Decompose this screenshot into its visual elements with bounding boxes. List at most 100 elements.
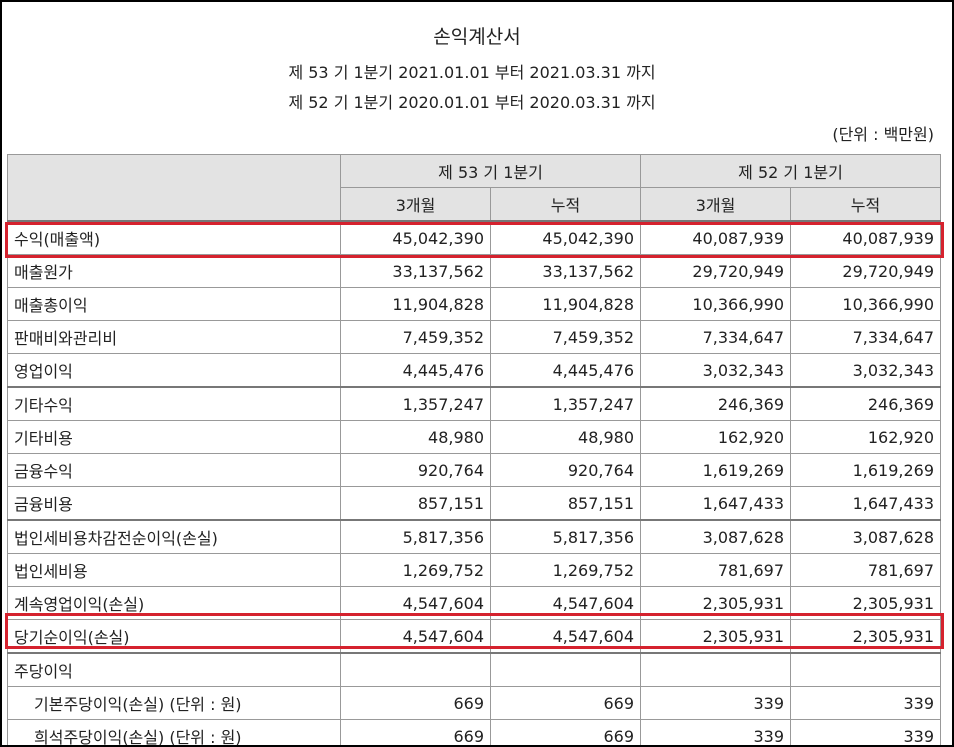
row-value: 48,980 <box>340 420 491 454</box>
row-label: 영업이익 <box>7 353 341 388</box>
table-row: 영업이익 4,445,476 4,445,476 3,032,343 3,032,343 <box>7 353 941 388</box>
row-label: 금융비용 <box>7 486 341 521</box>
row-value <box>790 652 941 687</box>
row-value: 781,697 <box>790 553 941 587</box>
table-row: 금융수익 920,764 920,764 1,619,269 1,619,269 <box>7 453 941 487</box>
row-value: 11,904,828 <box>490 287 641 321</box>
row-value: 1,647,433 <box>640 486 791 521</box>
row-label: 금융수익 <box>7 453 341 487</box>
row-value: 4,547,604 <box>490 586 641 620</box>
row-value: 4,547,604 <box>340 619 491 654</box>
row-value: 4,547,604 <box>490 619 641 654</box>
row-value: 40,087,939 <box>790 220 941 255</box>
table-row: 희석주당이익(손실) (단위 : 원) 669 669 339 339 <box>7 719 941 745</box>
row-value: 7,334,647 <box>640 320 791 354</box>
row-value: 669 <box>340 719 491 745</box>
row-value: 162,920 <box>790 420 941 454</box>
row-value: 669 <box>490 686 641 720</box>
row-value: 7,459,352 <box>340 320 491 354</box>
row-value: 10,366,990 <box>790 287 941 321</box>
row-value: 3,032,343 <box>790 353 941 388</box>
header-3month-52: 3개월 <box>640 187 791 222</box>
row-value: 920,764 <box>490 453 641 487</box>
table-row: 매출총이익 11,904,828 11,904,828 10,366,990 10,36… <box>7 287 941 321</box>
row-value: 3,032,343 <box>640 353 791 388</box>
header-cumulative-53: 누적 <box>490 187 641 222</box>
table-row: 기타비용 48,980 48,980 162,920 162,920 <box>7 420 941 454</box>
row-label: 법인세비용 <box>7 553 341 587</box>
row-value: 2,305,931 <box>790 586 941 620</box>
header-period-52: 제 52 기 1분기 <box>640 154 941 188</box>
row-label: 매출원가 <box>7 254 341 288</box>
row-value: 669 <box>490 719 641 745</box>
row-value <box>340 652 491 687</box>
row-label: 희석주당이익(손실) (단위 : 원) <box>7 719 341 745</box>
row-label: 계속영업이익(손실) <box>7 586 341 620</box>
row-value: 1,357,247 <box>490 386 641 421</box>
row-value: 5,817,356 <box>340 519 491 554</box>
row-value: 339 <box>790 686 941 720</box>
table-row: 판매비와관리비 7,459,352 7,459,352 7,334,647 7,334,… <box>7 320 941 354</box>
header-cumulative-52: 누적 <box>790 187 941 222</box>
row-value: 33,137,562 <box>490 254 641 288</box>
row-value: 29,720,949 <box>790 254 941 288</box>
table-row: 당기순이익(손실) 4,547,604 4,547,604 2,305,931 2,30… <box>7 619 941 654</box>
row-value: 1,269,752 <box>340 553 491 587</box>
unit-label: (단위 : 백만원) <box>832 125 934 144</box>
period-prior: 제 52 기 1분기 2020.01.01 부터 2020.03.31 까지 <box>288 93 656 112</box>
row-value: 4,547,604 <box>340 586 491 620</box>
row-value: 339 <box>640 719 791 745</box>
period-current: 제 53 기 1분기 2021.01.01 부터 2021.03.31 까지 <box>288 63 656 82</box>
income-statement-table: 제 53 기 1분기 제 52 기 1분기 3개월 누적 3개월 누적 수익(매… <box>7 154 941 745</box>
row-value: 246,369 <box>640 386 791 421</box>
header-blank <box>7 154 341 222</box>
row-value: 45,042,390 <box>490 220 641 255</box>
row-value: 2,305,931 <box>790 619 941 654</box>
row-value: 4,445,476 <box>340 353 491 388</box>
row-value: 669 <box>340 686 491 720</box>
row-value: 4,445,476 <box>490 353 641 388</box>
row-label: 당기순이익(손실) <box>7 619 341 654</box>
row-value: 857,151 <box>490 486 641 521</box>
row-value: 246,369 <box>790 386 941 421</box>
row-label: 판매비와관리비 <box>7 320 341 354</box>
table-row: 법인세비용 1,269,752 1,269,752 781,697 781,697 <box>7 553 941 587</box>
row-value: 7,459,352 <box>490 320 641 354</box>
row-value: 2,305,931 <box>640 619 791 654</box>
header-3month-53: 3개월 <box>340 187 491 222</box>
row-label: 기타수익 <box>7 386 341 421</box>
row-value: 1,357,247 <box>340 386 491 421</box>
table-row: 계속영업이익(손실) 4,547,604 4,547,604 2,305,931 2,3… <box>7 586 941 620</box>
row-label: 법인세비용차감전순이익(손실) <box>7 519 341 554</box>
row-value: 781,697 <box>640 553 791 587</box>
row-value: 857,151 <box>340 486 491 521</box>
row-value: 33,137,562 <box>340 254 491 288</box>
row-value: 2,305,931 <box>640 586 791 620</box>
row-value: 3,087,628 <box>640 519 791 554</box>
row-value: 10,366,990 <box>640 287 791 321</box>
row-value: 1,619,269 <box>640 453 791 487</box>
table-row: 주당이익 <box>7 652 941 687</box>
row-value: 339 <box>790 719 941 745</box>
row-value: 11,904,828 <box>340 287 491 321</box>
table-row: 기본주당이익(손실) (단위 : 원) 669 669 339 339 <box>7 686 941 720</box>
row-value: 45,042,390 <box>340 220 491 255</box>
row-label: 기본주당이익(손실) (단위 : 원) <box>7 686 341 720</box>
row-value: 162,920 <box>640 420 791 454</box>
row-label: 수익(매출액) <box>7 220 341 255</box>
row-value: 1,269,752 <box>490 553 641 587</box>
row-value: 3,087,628 <box>790 519 941 554</box>
table-row: 매출원가 33,137,562 33,137,562 29,720,949 29,720… <box>7 254 941 288</box>
table-row: 수익(매출액) 45,042,390 45,042,390 40,087,939 40,… <box>7 220 941 255</box>
document-title: 손익계산서 <box>433 26 521 48</box>
row-value: 7,334,647 <box>790 320 941 354</box>
row-value: 40,087,939 <box>640 220 791 255</box>
row-value <box>640 652 791 687</box>
table-row: 금융비용 857,151 857,151 1,647,433 1,647,433 <box>7 486 941 521</box>
row-value <box>490 652 641 687</box>
header-period-53: 제 53 기 1분기 <box>340 154 641 188</box>
row-label: 주당이익 <box>7 652 341 687</box>
row-label: 기타비용 <box>7 420 341 454</box>
row-value: 48,980 <box>490 420 641 454</box>
row-value: 29,720,949 <box>640 254 791 288</box>
